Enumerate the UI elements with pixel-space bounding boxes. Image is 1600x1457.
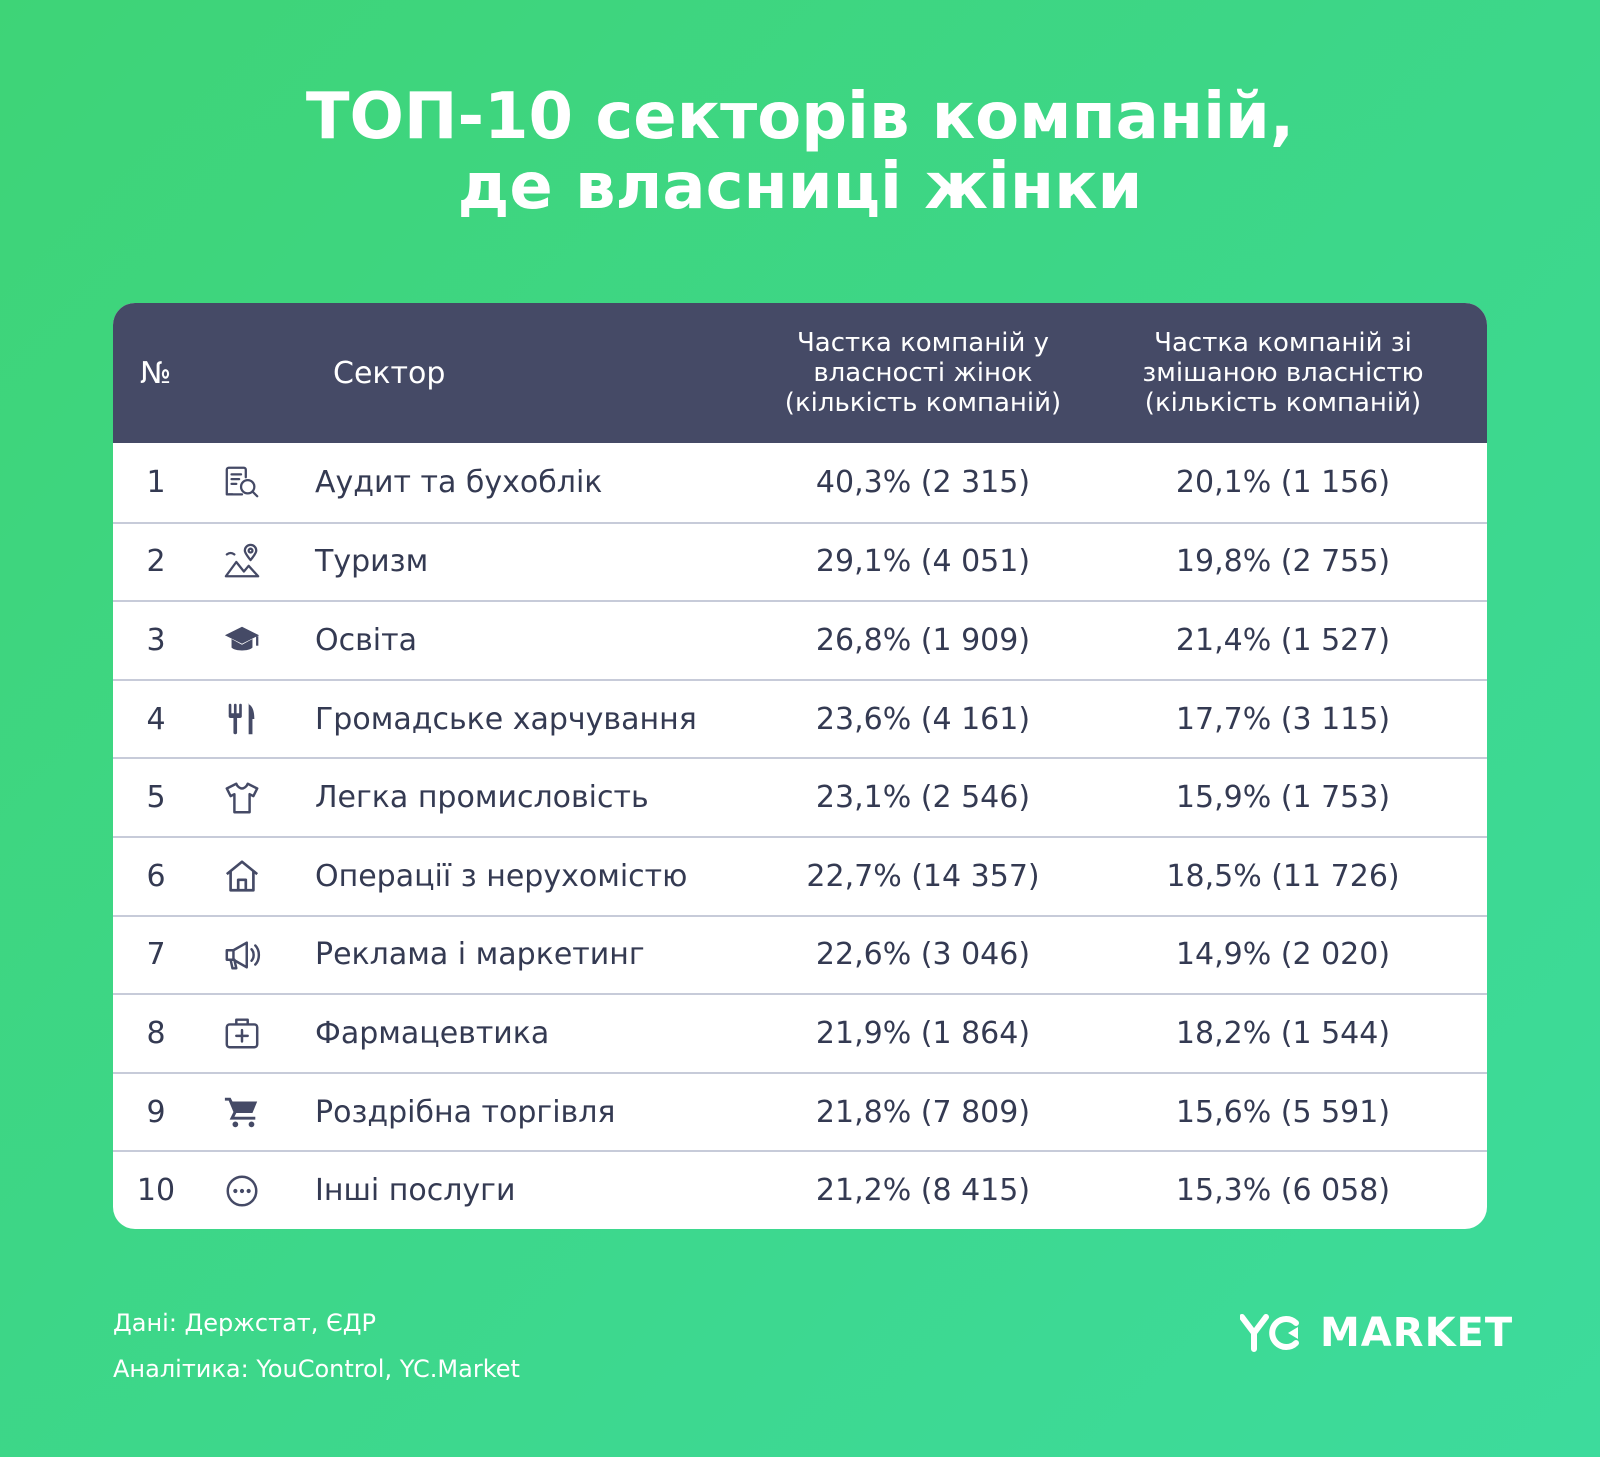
shopping-cart-icon <box>223 1074 261 1151</box>
table-row: 8 Фармацевтика 21,9% (1 864) 18,2% (1 544) <box>113 993 1487 1072</box>
row-sector: Громадське харчування <box>315 701 697 737</box>
row-women-share: 21,2% (8 415) <box>815 1173 1031 1209</box>
row-women-share: 22,7% (14 357) <box>806 858 1040 894</box>
row-mixed-share: 17,7% (3 115) <box>1175 701 1391 737</box>
table-row: 4 Громадське харчування 23,6% (4 161) 17,7%… <box>113 678 1487 758</box>
header-mixed-share: Частка компаній зі змішаною власністю (к… <box>1023 303 1487 443</box>
row-sector: Аудит та бухоблік <box>315 464 603 500</box>
table-row: 2 Туризм 29,1% (4 051) 19,8% (2 755) <box>113 521 1487 601</box>
title-line-2: де власниці жінки <box>457 150 1143 224</box>
tourism-icon <box>223 524 261 601</box>
row-mixed-share: 18,2% (1 544) <box>1175 1015 1391 1051</box>
header-women-line-3: (кількість компаній) <box>784 388 1062 418</box>
footer-credits: Дані: Держстат, ЄДР Аналітика: YouContro… <box>113 1300 520 1392</box>
t-shirt-icon <box>223 759 261 836</box>
row-sector: Операції з нерухомістю <box>315 858 688 894</box>
row-sector: Інші послуги <box>315 1173 516 1209</box>
table-row: 9 Роздрібна торгівля 21,8% (7 809) 15,6% (5… <box>113 1071 1487 1151</box>
row-women-share: 23,6% (4 161) <box>815 701 1031 737</box>
sector-table: № Сектор Частка компаній у власності жін… <box>113 303 1487 1229</box>
house-icon <box>223 838 261 915</box>
header-mixed-line-2: змішаною власністю <box>1142 358 1424 388</box>
graduation-cap-icon <box>223 602 261 679</box>
header-mixed-line-1: Частка компаній зі <box>1154 328 1412 358</box>
yc-market-logo: MARKET <box>1240 1310 1513 1356</box>
row-number: 4 <box>146 701 166 737</box>
row-sector: Фармацевтика <box>315 1015 550 1051</box>
header-sector: Сектор <box>333 355 446 391</box>
row-mixed-share: 14,9% (2 020) <box>1175 937 1391 973</box>
row-sector: Реклама і маркетинг <box>315 937 645 973</box>
title-line-1: ТОП-10 секторів компаній, <box>305 80 1295 154</box>
row-number: 10 <box>136 1173 176 1209</box>
table-body: 1 Аудит та бухоблік 40,3% (2 315) 20,1% (1 … <box>113 443 1487 1229</box>
table-row: 6 Операції з нерухомістю 22,7% (14 357) 18,… <box>113 835 1487 915</box>
table-row: 10 Інші послуги 21,2% (8 415) 15,3% (6 058) <box>113 1150 1487 1229</box>
header-women-share: Частка компаній у власності жінок (кільк… <box>673 303 1173 443</box>
row-sector: Освіта <box>315 622 417 658</box>
header-women-line-1: Частка компаній у <box>796 328 1049 358</box>
header-women-line-2: власності жінок <box>813 358 1033 388</box>
row-mixed-share: 15,3% (6 058) <box>1175 1173 1391 1209</box>
row-number: 8 <box>146 1015 166 1051</box>
analytics-credit: Аналітика: YouControl, YC.Market <box>113 1355 520 1383</box>
data-source: Дані: Держстат, ЄДР <box>113 1309 377 1337</box>
row-number: 7 <box>146 937 166 973</box>
row-number: 3 <box>146 622 166 658</box>
row-mixed-share: 18,5% (11 726) <box>1166 858 1400 894</box>
logo-text: MARKET <box>1320 1310 1514 1356</box>
row-women-share: 26,8% (1 909) <box>815 622 1031 658</box>
row-number: 9 <box>146 1094 166 1130</box>
fork-knife-icon <box>223 681 261 758</box>
row-women-share: 22,6% (3 046) <box>815 937 1031 973</box>
row-number: 1 <box>146 464 166 500</box>
table-header: № Сектор Частка компаній у власності жін… <box>113 303 1487 443</box>
row-number: 2 <box>146 544 166 580</box>
row-mixed-share: 19,8% (2 755) <box>1175 544 1391 580</box>
table-row: 1 Аудит та бухоблік 40,3% (2 315) 20,1% (1 … <box>113 443 1487 522</box>
megaphone-icon <box>223 917 261 994</box>
row-women-share: 29,1% (4 051) <box>815 544 1031 580</box>
medical-kit-icon <box>223 995 261 1072</box>
header-number: № <box>140 355 172 391</box>
row-women-share: 21,8% (7 809) <box>815 1094 1031 1130</box>
audit-icon <box>223 443 261 522</box>
row-mixed-share: 15,9% (1 753) <box>1175 780 1391 816</box>
row-number: 5 <box>146 780 166 816</box>
row-women-share: 21,9% (1 864) <box>815 1015 1031 1051</box>
row-mixed-share: 21,4% (1 527) <box>1175 622 1391 658</box>
row-women-share: 40,3% (2 315) <box>815 464 1031 500</box>
more-dots-icon <box>223 1152 261 1229</box>
yc-logo-icon <box>1240 1313 1302 1353</box>
row-number: 6 <box>146 858 166 894</box>
row-sector: Легка промисловість <box>315 780 649 816</box>
row-sector: Роздрібна торгівля <box>315 1094 616 1130</box>
header-mixed-line-3: (кількість компаній) <box>1144 388 1422 418</box>
table-row: 3 Освіта 26,8% (1 909) 21,4% (1 527) <box>113 600 1487 679</box>
row-sector: Туризм <box>315 544 429 580</box>
row-mixed-share: 20,1% (1 156) <box>1175 464 1391 500</box>
table-row: 7 Реклама і маркетинг 22,6% (3 046) 14,9% (… <box>113 914 1487 994</box>
row-women-share: 23,1% (2 546) <box>815 780 1031 816</box>
row-mixed-share: 15,6% (5 591) <box>1175 1094 1391 1130</box>
table-row: 5 Легка промисловість 23,1% (2 546) 15,9% (… <box>113 757 1487 836</box>
page-title: ТОП-10 секторів компаній, де власниці жі… <box>0 82 1600 222</box>
